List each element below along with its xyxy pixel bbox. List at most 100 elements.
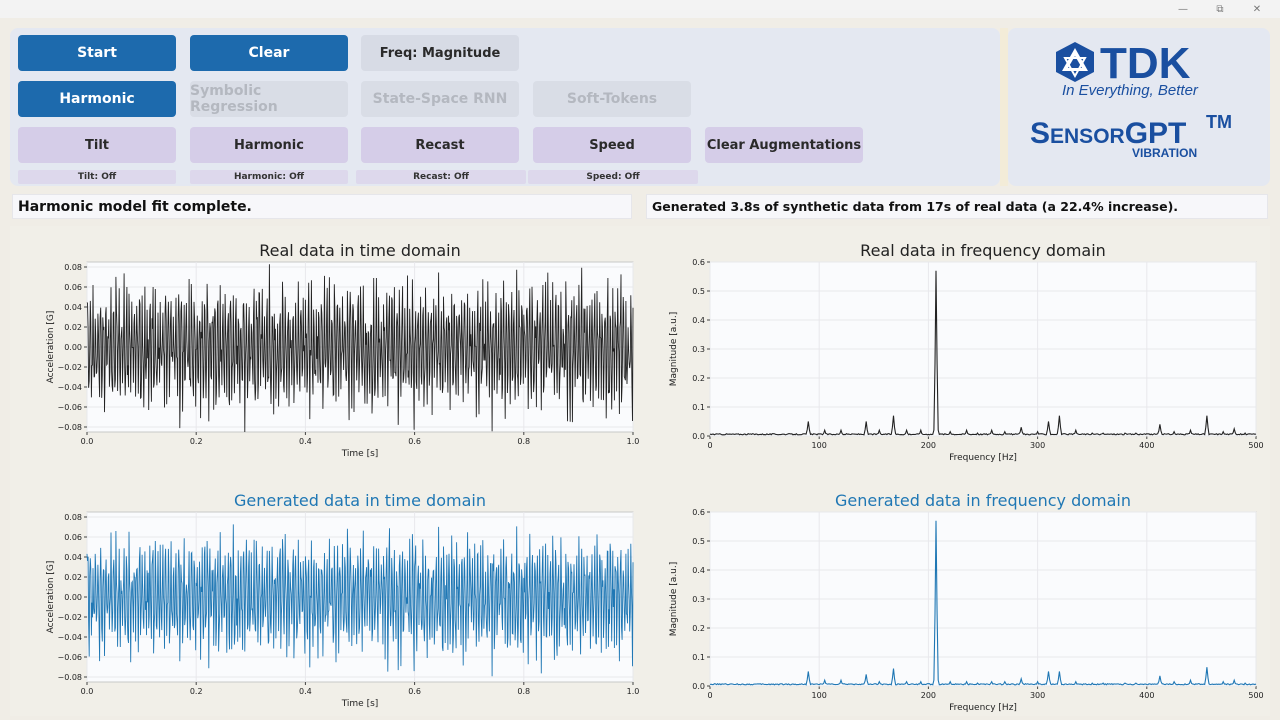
chart-title: Real data in frequency domain (860, 241, 1106, 260)
tdk-logo: TDK In Everything, Better SensorGPT TM V… (1030, 39, 1232, 160)
x-tick-label: 0.2 (190, 437, 203, 446)
tilt-status: Tilt: Off (18, 170, 176, 184)
x-tick-label: 0.8 (517, 687, 530, 696)
minimize-icon[interactable]: — (1178, 3, 1188, 15)
logo-panel: TDK In Everything, Better SensorGPT TM V… (1008, 28, 1270, 186)
y-tick-label: 0.2 (692, 624, 705, 633)
x-tick-label: 0.4 (299, 437, 312, 446)
x-tick-label: 0.6 (408, 437, 421, 446)
x-tick-label: 300 (1030, 691, 1045, 700)
x-tick-label: 300 (1030, 441, 1045, 450)
x-tick-label: 1.0 (627, 687, 640, 696)
tdk-emblem-icon (1056, 42, 1094, 82)
y-tick-label: −0.06 (57, 403, 82, 412)
y-tick-label: 0.02 (64, 323, 82, 332)
y-tick-label: 0.5 (692, 287, 705, 296)
y-tick-label: 0.4 (692, 566, 705, 575)
x-tick-label: 0.2 (190, 687, 203, 696)
x-tick-label: 100 (812, 691, 827, 700)
chart-title: Real data in time domain (259, 241, 461, 260)
y-tick-label: −0.08 (57, 673, 82, 682)
y-tick-label: 0.6 (692, 508, 705, 517)
series-line (709, 270, 1257, 436)
y-tick-label: 0.0 (692, 682, 705, 691)
chart-real-freq: Real data in frequency domain 0 100 200 300 4… (660, 238, 1270, 462)
tilt-augmentation-button[interactable]: Tilt (18, 127, 176, 163)
chart-title: Generated data in time domain (234, 491, 486, 510)
chart-generated-time: Generated data in time domain 0.0 0.2 0.4 0.… (30, 488, 650, 712)
y-tick-label: 0.06 (64, 533, 82, 542)
x-tick-label: 0.6 (408, 687, 421, 696)
chart-title: Generated data in frequency domain (835, 491, 1131, 510)
x-tick-label: 200 (921, 441, 936, 450)
recast-status: Recast: Off (356, 170, 526, 184)
x-axis-label: Time [s] (341, 699, 379, 709)
y-tick-label: 0.3 (692, 595, 705, 604)
soft-tokens-button[interactable]: Soft-Tokens (533, 81, 691, 117)
start-button[interactable]: Start (18, 35, 176, 71)
generation-status-message: Generated 3.8s of synthetic data from 17… (646, 194, 1268, 219)
x-tick-label: 500 (1248, 441, 1263, 450)
y-tick-label: 0.02 (64, 573, 82, 582)
restore-icon[interactable]: ⧉ (1216, 3, 1224, 15)
x-tick-label: 0.8 (517, 437, 530, 446)
series-line (709, 520, 1257, 686)
x-tick-label: 400 (1139, 441, 1154, 450)
x-axis-label: Frequency [Hz] (949, 453, 1017, 462)
y-axis-label: Magnitude [a.u.] (669, 312, 679, 387)
close-icon[interactable]: ✕ (1252, 3, 1262, 15)
speed-augmentation-button[interactable]: Speed (533, 127, 691, 163)
x-tick-label: 400 (1139, 691, 1154, 700)
series-line (86, 264, 634, 433)
y-tick-label: 0.1 (692, 653, 705, 662)
freq-mode-button[interactable]: Freq: Magnitude (361, 35, 519, 71)
x-axis-label: Frequency [Hz] (949, 703, 1017, 712)
trademark-text: TM (1206, 112, 1232, 132)
harmonic-status: Harmonic: Off (190, 170, 348, 184)
y-axis-label: Magnitude [a.u.] (669, 562, 679, 637)
chart-generated-freq: Generated data in frequency domain 0 100 20… (660, 488, 1270, 712)
y-tick-label: 0.3 (692, 345, 705, 354)
recast-augmentation-button[interactable]: Recast (361, 127, 519, 163)
y-tick-label: 0.00 (64, 593, 82, 602)
harmonic-augmentation-button[interactable]: Harmonic (190, 127, 348, 163)
y-tick-label: 0.4 (692, 316, 705, 325)
y-tick-label: 0.2 (692, 374, 705, 383)
speed-status: Speed: Off (528, 170, 698, 184)
y-tick-label: −0.08 (57, 423, 82, 432)
window-titlebar: — ⧉ ✕ (0, 0, 1280, 18)
state-space-rnn-button[interactable]: State-Space RNN (361, 81, 519, 117)
product-sub-text: VIBRATION (1132, 146, 1197, 160)
y-tick-label: 0.08 (64, 263, 82, 272)
x-tick-label: 100 (812, 441, 827, 450)
y-axis-label: Acceleration [G] (46, 561, 56, 634)
y-tick-label: 0.04 (64, 553, 82, 562)
symbolic-regression-button[interactable]: Symbolic Regression (190, 81, 348, 117)
y-tick-label: 0.0 (692, 432, 705, 441)
clear-augmentations-button[interactable]: Clear Augmentations (705, 127, 863, 163)
x-tick-label: 500 (1248, 691, 1263, 700)
y-tick-label: 0.00 (64, 343, 82, 352)
y-tick-label: 0.5 (692, 537, 705, 546)
x-tick-label: 0.4 (299, 687, 312, 696)
tagline-text: In Everything, Better (1062, 82, 1199, 99)
y-tick-label: −0.02 (57, 613, 82, 622)
y-tick-label: 0.04 (64, 303, 82, 312)
fit-status-message: Harmonic model fit complete. (12, 194, 632, 219)
y-tick-label: 0.08 (64, 513, 82, 522)
product-text: SensorGPT (1030, 117, 1186, 150)
panel-divider (1000, 28, 1008, 186)
chart-real-time: Real data in time domain 0.0 0.2 0.4 0.6 0.8 1… (30, 238, 650, 462)
series-line (86, 524, 634, 677)
y-tick-label: 0.06 (64, 283, 82, 292)
harmonic-model-button[interactable]: Harmonic (18, 81, 176, 117)
x-axis-label: Time [s] (341, 449, 379, 459)
x-tick-label: 0 (707, 691, 712, 700)
clear-button[interactable]: Clear (190, 35, 348, 71)
x-tick-label: 0 (707, 441, 712, 450)
y-axis-label: Acceleration [G] (46, 311, 56, 384)
brand-text: TDK (1100, 39, 1191, 88)
x-tick-label: 1.0 (627, 437, 640, 446)
y-tick-label: −0.02 (57, 363, 82, 372)
y-tick-label: −0.04 (57, 633, 82, 642)
